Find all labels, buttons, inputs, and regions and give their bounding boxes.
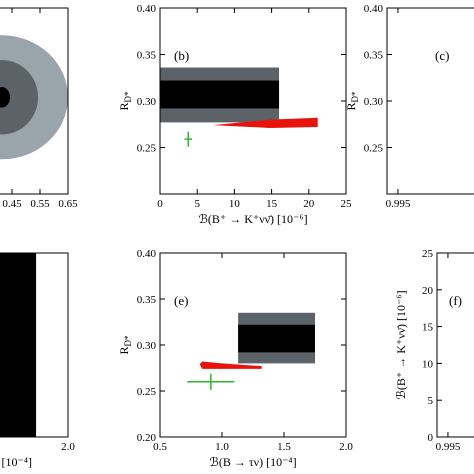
confidence-ellipse xyxy=(0,60,39,135)
y-tick-label: 0.20 xyxy=(137,432,157,444)
y-tick-label: 10 xyxy=(422,358,434,370)
x-tick-label: 0.995 xyxy=(386,198,411,210)
y-tick-label: 5 xyxy=(428,395,434,407)
x-tick-label: 0 xyxy=(157,198,163,210)
y-tick-label: 0.25 xyxy=(137,143,157,155)
x-tick-label: 25 xyxy=(341,198,353,210)
allowed-region xyxy=(0,253,37,437)
x-tick-label: 0.5 xyxy=(153,441,167,453)
y-tick-label: 0.40 xyxy=(137,248,157,260)
y-axis-label-main: R xyxy=(117,102,131,110)
panel-label: (e) xyxy=(174,293,188,308)
y-tick-label: 0.30 xyxy=(137,340,157,352)
y-axis-label-main: R xyxy=(117,346,131,354)
y-axis-label: RD* xyxy=(117,335,133,355)
plot-area xyxy=(0,253,37,437)
y-axis-label: ℬ(B⁺ → K⁺νν̄) [10⁻⁶] xyxy=(394,290,408,399)
plot-area xyxy=(187,312,315,390)
allowed-region xyxy=(160,80,280,109)
panel: 0.995 0.25 0.30 0.35 0.40 (c) RD* xyxy=(344,3,474,210)
panel: 1.52.0[10⁻⁴] xyxy=(0,252,75,469)
axes-frame xyxy=(0,7,69,195)
x-tick-label: 20 xyxy=(303,198,315,210)
y-tick-label: 0.35 xyxy=(364,50,384,62)
axes-frame xyxy=(386,7,474,195)
axes-frame xyxy=(0,252,69,438)
y-tick-label: 15 xyxy=(422,322,434,334)
y-axis-label-main: ℬ(B⁺ → K⁺νν̄) [10⁻⁶] xyxy=(394,290,408,399)
y-tick-label: 0.40 xyxy=(364,3,384,15)
x-tick-label: 0.995 xyxy=(436,441,461,453)
y-tick-label: 0.25 xyxy=(364,143,384,155)
y-axis-label-main: R xyxy=(344,102,358,110)
plot-area xyxy=(0,35,68,160)
y-axis-label-sub: D* xyxy=(123,91,133,102)
y-tick-label: 0.25 xyxy=(137,386,157,398)
x-tick-label: 1.5 xyxy=(277,441,291,453)
x-axis-label: ℬ(B → τν) [10⁻⁴] xyxy=(209,455,296,469)
y-tick-label: 0.30 xyxy=(137,96,157,108)
y-tick-label: 0.40 xyxy=(137,3,157,15)
y-tick-label: 20 xyxy=(422,285,434,297)
axes-frame xyxy=(436,252,474,438)
x-axis-label: ℬ(B⁺ → K⁺νν̄) [10⁻⁶] xyxy=(198,212,307,226)
panel-label: (f) xyxy=(449,293,462,308)
x-tick-label: 2.0 xyxy=(61,441,75,453)
allowed-region xyxy=(238,324,315,353)
y-tick-label: 0.30 xyxy=(364,96,384,108)
y-tick-label: 0.35 xyxy=(137,50,157,62)
x-tick-label: 10 xyxy=(229,198,241,210)
x-tick-label: 0.65 xyxy=(58,198,78,210)
prediction-band xyxy=(212,117,318,128)
confidence-ellipse xyxy=(0,87,11,108)
y-tick-label: 0.35 xyxy=(137,294,157,306)
y-axis-label-sub: D* xyxy=(350,91,360,102)
y-tick-label: 0 xyxy=(428,432,434,444)
panel-label: (c) xyxy=(435,48,449,63)
y-axis-label: RD* xyxy=(344,91,360,111)
x-tick-label: 1.0 xyxy=(215,441,229,453)
panel: 0.45 0.55 0.65 xyxy=(0,7,78,210)
y-tick-label: 25 xyxy=(422,248,434,260)
panel-label: (b) xyxy=(174,48,189,63)
y-axis-label: RD* xyxy=(117,91,133,111)
x-axis-label: [10⁻⁴] xyxy=(1,455,32,469)
x-tick-label: 0.45 xyxy=(2,198,22,210)
prediction-band xyxy=(199,361,262,369)
x-tick-label: 0.55 xyxy=(30,198,50,210)
panel: 0.5 1.0 1.5 2.0 0.20 0.25 0.30 0.35 0.40 (e) ℬ(B →… xyxy=(117,248,353,469)
plot-area xyxy=(160,67,318,147)
x-tick-label: 15 xyxy=(266,198,278,210)
x-tick-label: 2.0 xyxy=(339,441,353,453)
y-axis-label-sub: D* xyxy=(123,335,133,346)
x-tick-label: 5 xyxy=(194,198,200,210)
panel: 0 5 10 15 20 25 0.25 0.30 0.35 0.40 (b) ℬ(B⁺ → K⁺νν… xyxy=(117,3,352,226)
